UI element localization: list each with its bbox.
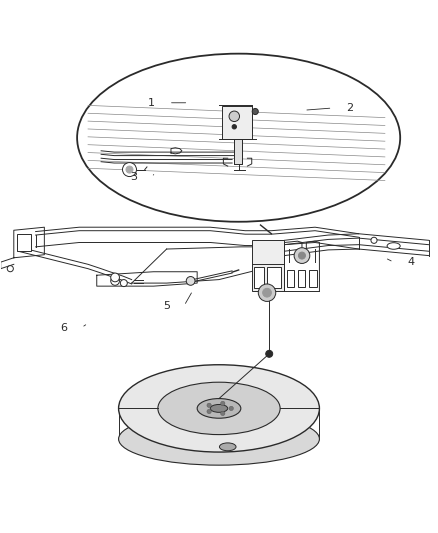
Text: 6: 6 bbox=[60, 322, 67, 333]
Bar bbox=[17, 234, 31, 251]
Bar bbox=[267, 266, 281, 288]
Circle shape bbox=[7, 265, 13, 272]
Circle shape bbox=[258, 284, 276, 302]
Text: 5: 5 bbox=[163, 301, 170, 311]
Text: 4: 4 bbox=[407, 257, 415, 267]
Ellipse shape bbox=[219, 443, 236, 451]
Circle shape bbox=[221, 401, 225, 406]
Circle shape bbox=[186, 277, 195, 285]
Ellipse shape bbox=[77, 54, 400, 222]
Circle shape bbox=[371, 237, 377, 244]
Text: 1: 1 bbox=[148, 98, 155, 108]
Bar bbox=[234, 138, 242, 164]
Circle shape bbox=[229, 406, 233, 410]
Text: 3: 3 bbox=[131, 172, 138, 182]
Circle shape bbox=[207, 403, 211, 408]
Circle shape bbox=[263, 288, 272, 297]
Circle shape bbox=[294, 248, 310, 263]
Circle shape bbox=[266, 350, 273, 357]
Ellipse shape bbox=[387, 243, 400, 249]
Circle shape bbox=[298, 252, 305, 259]
Bar bbox=[287, 270, 294, 287]
Circle shape bbox=[207, 409, 211, 414]
Circle shape bbox=[221, 411, 225, 416]
Bar bbox=[223, 106, 252, 139]
Circle shape bbox=[111, 277, 120, 285]
Circle shape bbox=[229, 111, 240, 122]
Bar bbox=[252, 240, 285, 290]
Ellipse shape bbox=[119, 413, 319, 465]
Circle shape bbox=[120, 280, 127, 287]
Circle shape bbox=[126, 166, 133, 173]
Ellipse shape bbox=[197, 399, 241, 418]
Ellipse shape bbox=[119, 365, 319, 452]
Bar bbox=[254, 266, 264, 288]
Circle shape bbox=[123, 163, 137, 176]
Ellipse shape bbox=[158, 382, 280, 434]
Bar bbox=[309, 270, 317, 287]
Ellipse shape bbox=[210, 405, 228, 413]
Circle shape bbox=[111, 273, 120, 282]
Text: 2: 2 bbox=[346, 103, 353, 113]
Circle shape bbox=[252, 108, 258, 115]
Bar bbox=[297, 270, 304, 287]
Circle shape bbox=[232, 125, 237, 129]
